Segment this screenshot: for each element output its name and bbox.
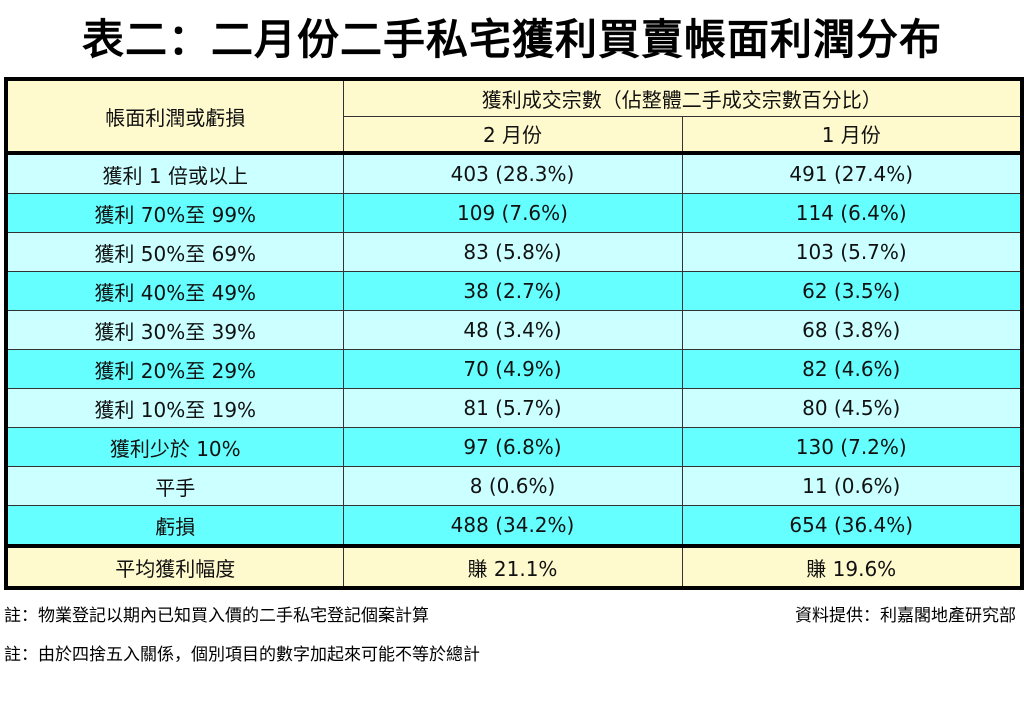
cell-label: 獲利 1 倍或以上 bbox=[5, 151, 344, 194]
cell-jan: 68 (3.8%) bbox=[681, 310, 1023, 350]
cell-label: 平手 bbox=[5, 466, 344, 506]
cell-label: 獲利 10%至 19% bbox=[5, 388, 344, 428]
cell-feb: 109 (7.6%) bbox=[342, 193, 683, 233]
cell-jan: 62 (3.5%) bbox=[681, 271, 1023, 311]
cell-jan: 491 (27.4%) bbox=[681, 151, 1023, 194]
cell-jan: 82 (4.6%) bbox=[681, 349, 1023, 389]
cell-label: 獲利 40%至 49% bbox=[5, 271, 344, 311]
table-row: 獲利少於 10% 97 (6.8%) 130 (7.2%) bbox=[5, 427, 1023, 467]
note-1: 註：物業登記以期內已知買入價的二手私宅登記個案計算 bbox=[4, 606, 429, 626]
cell-label: 獲利 50%至 69% bbox=[5, 232, 344, 272]
cell-jan: 114 (6.4%) bbox=[681, 193, 1023, 233]
table-row: 平手 8 (0.6%) 11 (0.6%) bbox=[5, 466, 1023, 506]
header-feb: 2 月份 bbox=[342, 115, 683, 154]
cell-feb: 403 (28.3%) bbox=[342, 151, 683, 194]
cell-label: 獲利 30%至 39% bbox=[5, 310, 344, 350]
average-label: 平均獲利幅度 bbox=[5, 544, 344, 589]
source-credit: 資料提供：利嘉閣地產研究部 bbox=[795, 606, 1016, 626]
average-feb: 賺 21.1% bbox=[342, 544, 683, 589]
cell-label: 獲利少於 10% bbox=[5, 427, 344, 467]
cell-jan: 103 (5.7%) bbox=[681, 232, 1023, 272]
cell-feb: 488 (34.2%) bbox=[342, 505, 683, 547]
header-profit-loss: 帳面利潤或虧損 bbox=[5, 78, 344, 154]
table-row: 獲利 10%至 19% 81 (5.7%) 80 (4.5%) bbox=[5, 388, 1023, 428]
cell-feb: 48 (3.4%) bbox=[342, 310, 683, 350]
cell-jan: 130 (7.2%) bbox=[681, 427, 1023, 467]
cell-jan: 654 (36.4%) bbox=[681, 505, 1023, 547]
table-row: 獲利 40%至 49% 38 (2.7%) 62 (3.5%) bbox=[5, 271, 1023, 311]
cell-feb: 70 (4.9%) bbox=[342, 349, 683, 389]
cell-label: 獲利 70%至 99% bbox=[5, 193, 344, 233]
average-jan: 賺 19.6% bbox=[681, 544, 1023, 589]
average-row: 平均獲利幅度 賺 21.1% 賺 19.6% bbox=[5, 544, 1023, 589]
table-row: 虧損 488 (34.2%) 654 (36.4%) bbox=[5, 505, 1023, 547]
header-group: 獲利成交宗數（佔整體二手成交宗數百分比） bbox=[342, 78, 1023, 117]
cell-label: 獲利 20%至 29% bbox=[5, 349, 344, 389]
header-jan: 1 月份 bbox=[681, 115, 1023, 154]
cell-feb: 8 (0.6%) bbox=[342, 466, 683, 506]
table-row: 獲利 70%至 99% 109 (7.6%) 114 (6.4%) bbox=[5, 193, 1023, 233]
cell-feb: 81 (5.7%) bbox=[342, 388, 683, 428]
table-row: 獲利 20%至 29% 70 (4.9%) 82 (4.6%) bbox=[5, 349, 1023, 389]
cell-feb: 97 (6.8%) bbox=[342, 427, 683, 467]
cell-jan: 80 (4.5%) bbox=[681, 388, 1023, 428]
profit-distribution-table: 帳面利潤或虧損 獲利成交宗數（佔整體二手成交宗數百分比） 2 月份 1 月份 獲… bbox=[4, 77, 1024, 590]
cell-feb: 38 (2.7%) bbox=[342, 271, 683, 311]
page-title: 表二：二月份二手私宅獲利買賣帳面利潤分布 bbox=[81, 15, 942, 64]
cell-jan: 11 (0.6%) bbox=[681, 466, 1023, 506]
table-row: 獲利 30%至 39% 48 (3.4%) 68 (3.8%) bbox=[5, 310, 1023, 350]
note-2: 註：由於四捨五入關係，個別項目的數字加起來可能不等於總計 bbox=[4, 645, 480, 665]
table-row: 獲利 1 倍或以上 403 (28.3%) 491 (27.4%) bbox=[5, 151, 1023, 194]
table-row: 獲利 50%至 69% 83 (5.8%) 103 (5.7%) bbox=[5, 232, 1023, 272]
cell-feb: 83 (5.8%) bbox=[342, 232, 683, 272]
cell-label: 虧損 bbox=[5, 505, 344, 547]
